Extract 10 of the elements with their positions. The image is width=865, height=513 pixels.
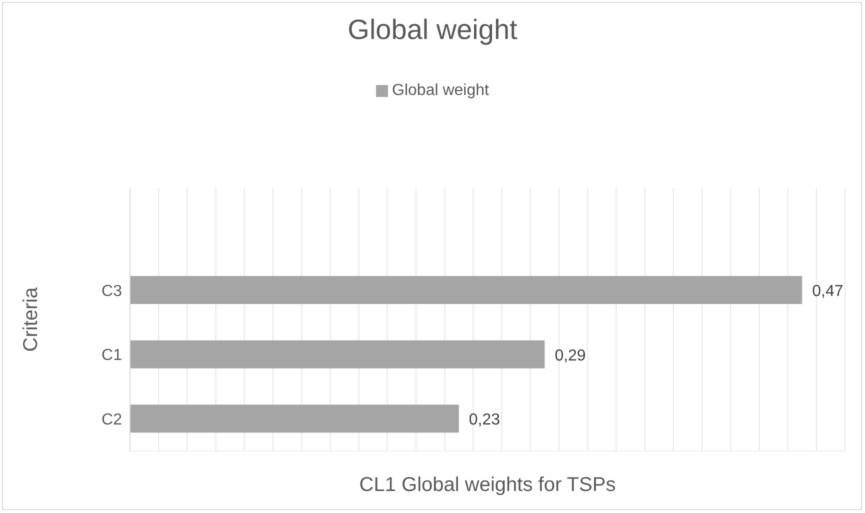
y-tick-label: C3 (102, 282, 122, 300)
y-tick-label: C2 (102, 412, 122, 429)
data-label: 0,23 (468, 412, 500, 429)
y-axis-title: Criteria (20, 286, 42, 352)
x-axis-title: CL1 Global weights for TSPs (359, 474, 616, 496)
legend-label: Global weight (392, 82, 489, 99)
data-label: 0,47 (812, 283, 844, 300)
y-tick-label: C1 (102, 347, 122, 364)
chart-title: Global weight (346, 14, 518, 46)
data-label: 0,29 (554, 347, 586, 364)
